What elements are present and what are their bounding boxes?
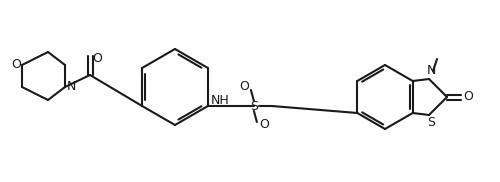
Text: N: N xyxy=(66,80,76,94)
Text: O: O xyxy=(239,80,249,94)
Text: NH: NH xyxy=(210,94,230,108)
Text: N: N xyxy=(426,64,436,78)
Text: O: O xyxy=(259,118,269,132)
Text: S: S xyxy=(427,116,435,130)
Text: O: O xyxy=(11,58,21,72)
Text: O: O xyxy=(463,90,473,104)
Text: S: S xyxy=(250,100,258,112)
Text: O: O xyxy=(92,52,102,64)
